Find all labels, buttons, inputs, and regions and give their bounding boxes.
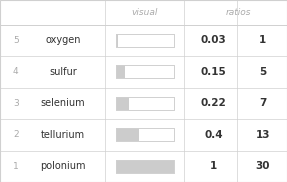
Bar xyxy=(116,160,174,173)
Text: 1: 1 xyxy=(13,162,19,171)
Bar xyxy=(116,128,174,141)
Bar xyxy=(116,97,174,110)
Text: visual: visual xyxy=(132,8,158,17)
Text: polonium: polonium xyxy=(40,161,86,171)
Text: 0.4: 0.4 xyxy=(205,130,223,140)
Text: 5: 5 xyxy=(13,36,19,45)
Text: 3: 3 xyxy=(13,99,19,108)
Bar xyxy=(116,160,174,173)
Text: 1: 1 xyxy=(259,35,266,45)
Bar xyxy=(116,65,125,78)
Bar xyxy=(116,128,139,141)
Bar xyxy=(116,34,174,47)
Text: 5: 5 xyxy=(259,67,266,77)
Text: 7: 7 xyxy=(259,98,266,108)
Bar xyxy=(116,128,174,141)
Text: 13: 13 xyxy=(255,130,270,140)
Bar xyxy=(116,160,174,173)
Text: tellurium: tellurium xyxy=(41,130,85,140)
Bar xyxy=(116,97,129,110)
Text: ratios: ratios xyxy=(226,8,251,17)
Text: 2: 2 xyxy=(13,130,19,139)
Bar xyxy=(116,65,174,78)
Text: sulfur: sulfur xyxy=(49,67,77,77)
Text: 0.03: 0.03 xyxy=(201,35,227,45)
Bar xyxy=(116,34,118,47)
Text: 30: 30 xyxy=(255,161,270,171)
Text: 1: 1 xyxy=(210,161,218,171)
Bar xyxy=(116,34,174,47)
Text: 0.15: 0.15 xyxy=(201,67,227,77)
Text: 4: 4 xyxy=(13,67,19,76)
Text: selenium: selenium xyxy=(41,98,86,108)
Text: 0.22: 0.22 xyxy=(201,98,227,108)
Bar xyxy=(116,65,174,78)
Text: oxygen: oxygen xyxy=(45,35,81,45)
Bar xyxy=(116,97,174,110)
